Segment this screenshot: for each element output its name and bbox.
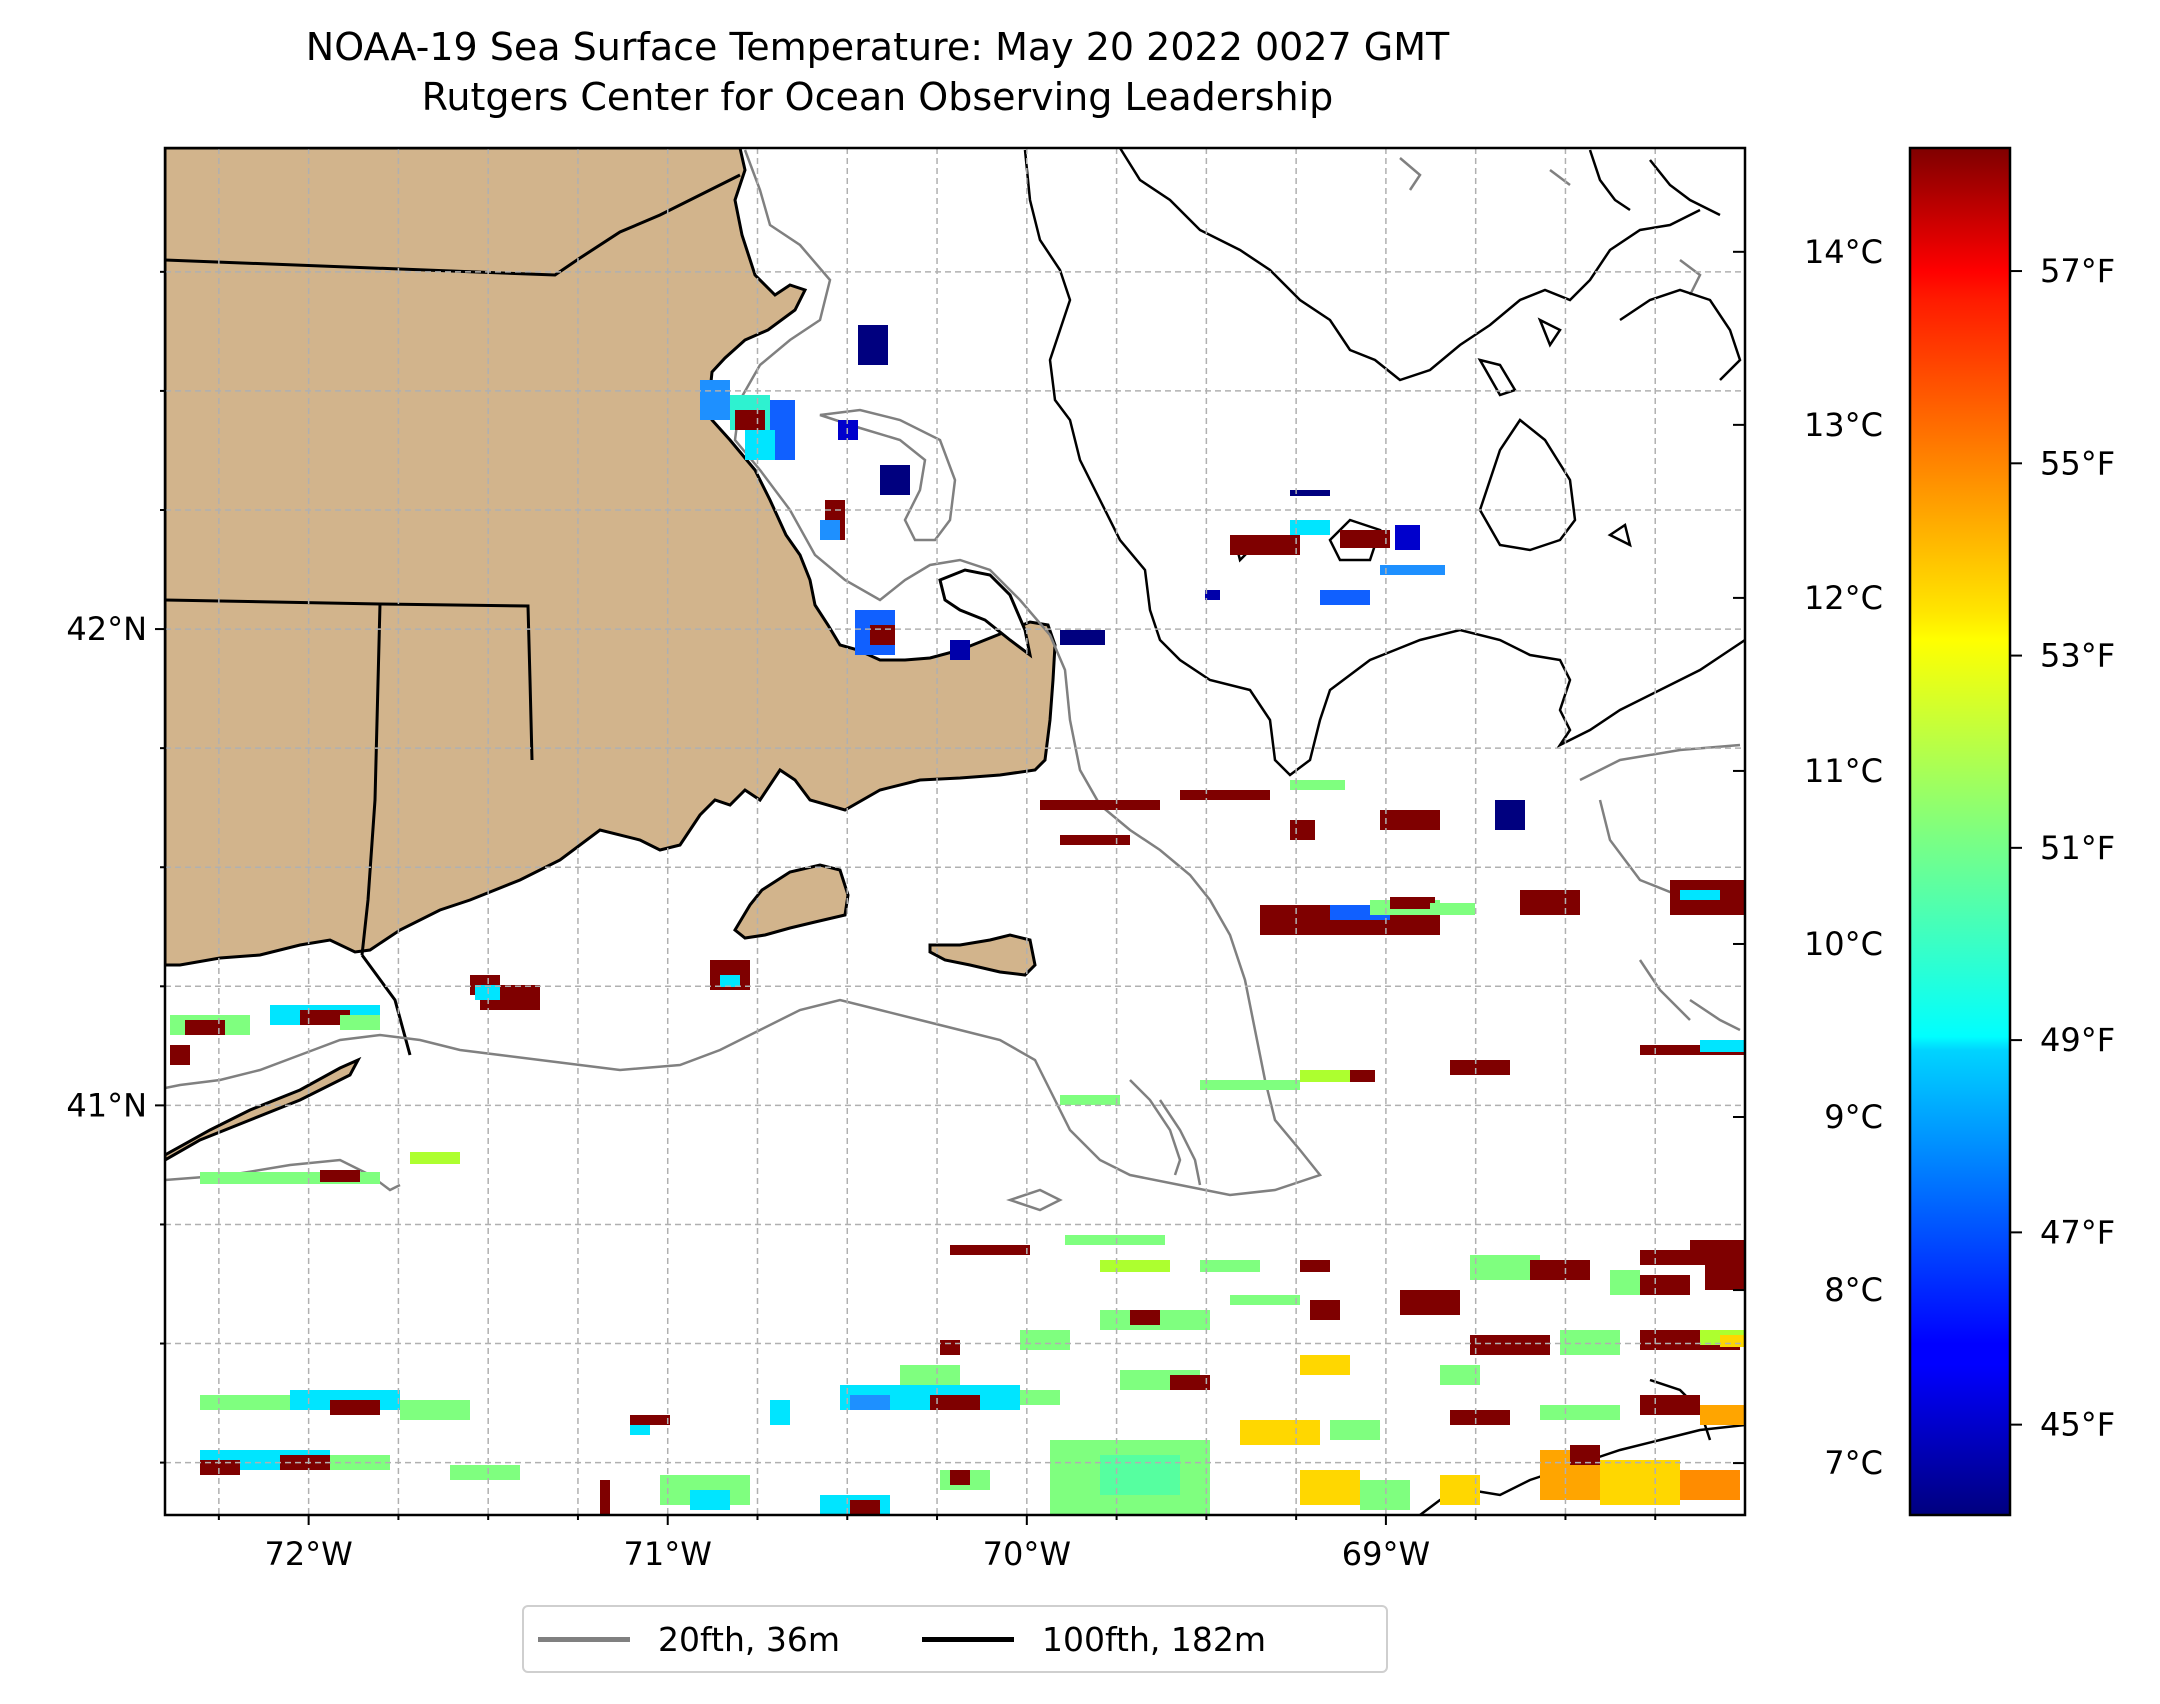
fahrenheit-tick-label: 49°F bbox=[2040, 1021, 2115, 1059]
long-island-east bbox=[165, 1056, 362, 1162]
fahrenheit-tick-label: 47°F bbox=[2040, 1213, 2115, 1251]
sst-pixels bbox=[170, 325, 1745, 1515]
nantucket-island bbox=[928, 933, 1037, 977]
longitude-axis: 72°W 71°W 70°W 69°W bbox=[217, 1515, 1657, 1573]
colorbar bbox=[1908, 146, 2012, 1517]
legend-item-100fth: 100fth, 182m bbox=[922, 1620, 1266, 1659]
cape-cod-inner-bay bbox=[938, 568, 1033, 659]
lat-tick-label: 41°N bbox=[66, 1086, 147, 1124]
celsius-tick-label: 11°C bbox=[1804, 752, 1883, 790]
lon-tick-label: 70°W bbox=[983, 1535, 1071, 1573]
title-line-2: Rutgers Center for Ocean Observing Leade… bbox=[421, 75, 1334, 119]
celsius-tick-label: 12°C bbox=[1804, 579, 1883, 617]
new-england-land bbox=[165, 148, 1057, 967]
celsius-tick-label: 7°C bbox=[1824, 1444, 1883, 1482]
celsius-tick-label: 13°C bbox=[1804, 406, 1883, 444]
map-frame bbox=[163, 146, 1747, 1517]
celsius-tick-label: 10°C bbox=[1804, 925, 1883, 963]
map-title: NOAA-19 Sea Surface Temperature: May 20 … bbox=[0, 22, 1755, 122]
martha-vineyard-island bbox=[733, 863, 850, 940]
gridlines bbox=[165, 148, 1745, 1515]
lon-tick-label: 69°W bbox=[1342, 1535, 1430, 1573]
legend-line-gray bbox=[538, 1636, 630, 1642]
fahrenheit-tick-label: 45°F bbox=[2040, 1406, 2115, 1444]
latitude-axis: 42°N 41°N bbox=[66, 270, 165, 1464]
land-masses bbox=[165, 148, 1057, 1162]
isobath-legend: 20fth, 36m 100fth, 182m bbox=[522, 1605, 1388, 1673]
fahrenheit-tick-label: 55°F bbox=[2040, 444, 2115, 482]
legend-item-20fth: 20fth, 36m bbox=[538, 1620, 840, 1659]
isobath-100fth bbox=[1023, 148, 1745, 1515]
legend-line-black bbox=[922, 1636, 1014, 1642]
legend-label-20fth: 20fth, 36m bbox=[658, 1619, 840, 1659]
celsius-tick-label: 8°C bbox=[1824, 1271, 1883, 1309]
celsius-tick-label: 9°C bbox=[1824, 1098, 1883, 1136]
celsius-axis: 7°C 8°C 9°C 10°C 11°C 12°C 13°C 14°C bbox=[1733, 233, 1883, 1482]
title-line-1: NOAA-19 Sea Surface Temperature: May 20 … bbox=[305, 25, 1450, 69]
fahrenheit-tick-label: 51°F bbox=[2040, 829, 2115, 867]
fahrenheit-tick-label: 57°F bbox=[2040, 252, 2115, 290]
fahrenheit-tick-label: 53°F bbox=[2040, 637, 2115, 675]
lat-tick-label: 42°N bbox=[66, 610, 147, 648]
celsius-tick-label: 14°C bbox=[1804, 233, 1883, 271]
fahrenheit-axis: 45°F 47°F 49°F 51°F 53°F 55°F 57°F bbox=[2010, 252, 2115, 1444]
lon-tick-label: 71°W bbox=[624, 1535, 712, 1573]
lon-tick-label: 72°W bbox=[264, 1535, 352, 1573]
legend-label-100fth: 100fth, 182m bbox=[1042, 1619, 1266, 1659]
